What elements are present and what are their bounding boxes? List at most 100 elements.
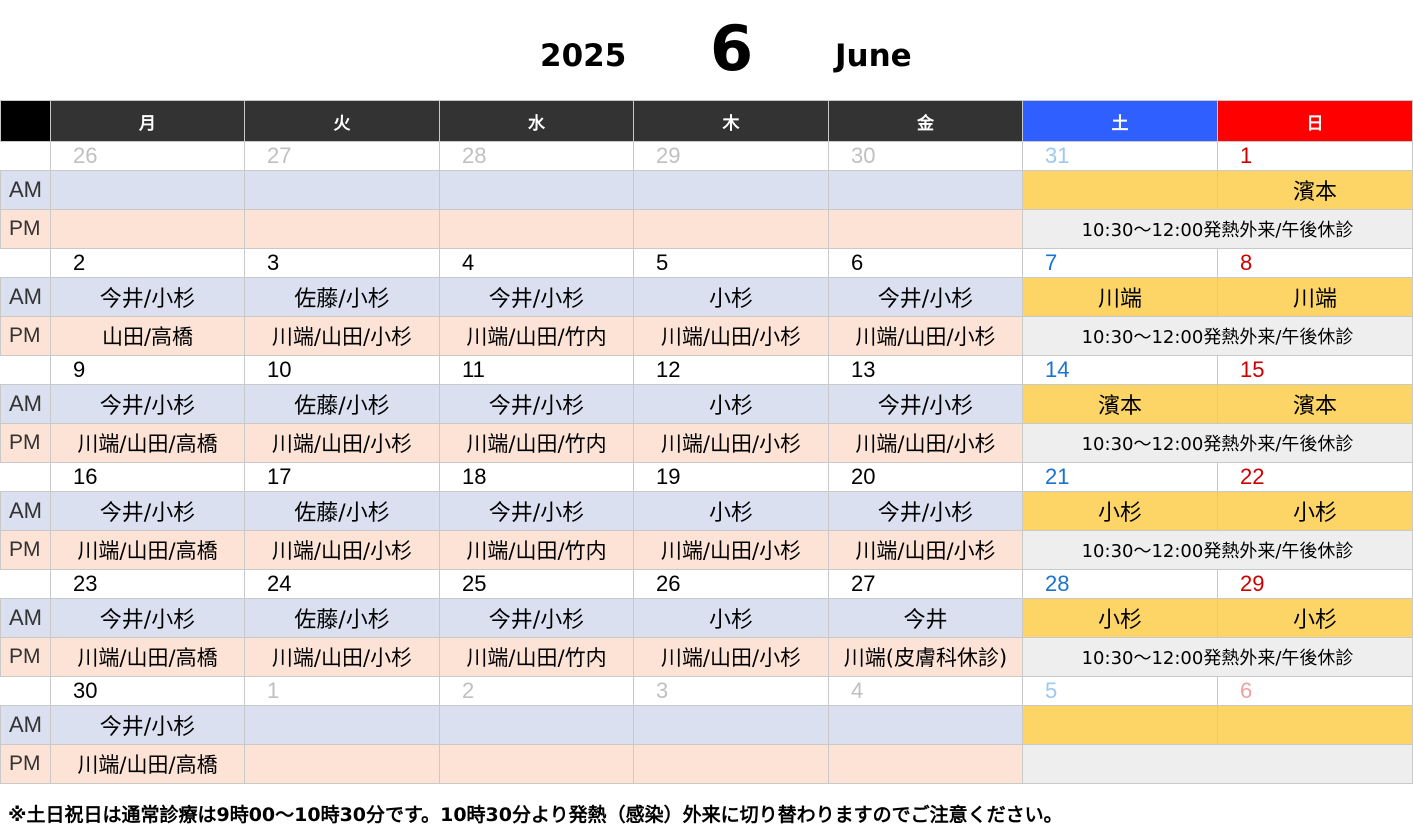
date-number: 21 <box>1022 462 1218 492</box>
pm-doctor-cell: 川端/山田/小杉 <box>828 423 1023 463</box>
am-doctor-cell: 佐藤/小杉 <box>244 491 440 531</box>
am-doctor-cell: 今井/小杉 <box>50 277 245 317</box>
pm-doctor-cell <box>828 209 1023 249</box>
date-number: 8 <box>1217 248 1413 278</box>
am-doctor-cell: 小杉 <box>633 598 829 638</box>
pm-label: PM <box>0 744 51 784</box>
weekend-pm-cell: 10:30～12:00発熱外来/午後休診 <box>1022 316 1413 356</box>
weekend-am-doctor-cell <box>1022 170 1218 210</box>
am-doctor-cell: 今井/小杉 <box>439 491 634 531</box>
schedule-calendar: 月 火 水 木 金 土 日 26 27 28 29 30 31 1 AM 濱本 PM 10:30～1… <box>0 100 1413 784</box>
date-number: 15 <box>1217 355 1413 385</box>
am-doctor-cell: 今井/小杉 <box>50 384 245 424</box>
pm-doctor-cell: 川端/山田/小杉 <box>244 637 440 677</box>
pm-doctor-cell: 川端/山田/小杉 <box>633 637 829 677</box>
weekend-pm-cell: 10:30～12:00発熱外来/午後休診 <box>1022 423 1413 463</box>
am-doctor-cell: 今井/小杉 <box>828 491 1023 531</box>
date-number: 29 <box>633 141 829 171</box>
weekend-am-doctor-cell: 小杉 <box>1022 598 1218 638</box>
am-row: AM 今井/小杉 佐藤/小杉 今井/小杉 小杉 今井/小杉 小杉 小杉 <box>0 491 1413 531</box>
month-name: June <box>835 38 912 74</box>
calendar-body: 26 27 28 29 30 31 1 AM 濱本 PM 10:30～12:00発熱外来/午後休診 2… <box>0 141 1413 784</box>
am-doctor-cell: 今井/小杉 <box>828 384 1023 424</box>
date-number: 19 <box>633 462 829 492</box>
pm-doctor-cell: 川端/山田/高橋 <box>50 637 245 677</box>
weekend-pm-cell: 10:30～12:00発熱外来/午後休診 <box>1022 637 1413 677</box>
am-doctor-cell: 今井/小杉 <box>439 598 634 638</box>
pm-row: PM 川端/山田/高橋 川端/山田/小杉 川端/山田/竹内 川端/山田/小杉 川端(皮膚科… <box>0 637 1413 677</box>
date-number: 23 <box>50 569 245 599</box>
footer-note: ※土日祝日は通常診療は9時00～10時30分です。10時30分より発熱（感染）外… <box>8 804 1063 826</box>
date-number: 25 <box>439 569 634 599</box>
am-doctor-cell: 今井/小杉 <box>50 598 245 638</box>
pm-doctor-cell: 山田/高橋 <box>50 316 245 356</box>
weekend-am-doctor-cell: 小杉 <box>1022 491 1218 531</box>
date-number: 2 <box>439 676 634 706</box>
weekend-am-doctor-cell: 川端 <box>1217 277 1413 317</box>
pm-doctor-cell: 川端/山田/小杉 <box>244 530 440 570</box>
date-number: 28 <box>1022 569 1218 599</box>
pm-doctor-cell: 川端/山田/小杉 <box>633 530 829 570</box>
date-number: 6 <box>1217 676 1413 706</box>
am-doctor-cell: 佐藤/小杉 <box>244 277 440 317</box>
weekend-am-doctor-cell <box>1022 705 1218 745</box>
am-doctor-cell: 今井 <box>828 598 1023 638</box>
am-label: AM <box>0 705 51 745</box>
weekend-pm-cell: 10:30～12:00発熱外来/午後休診 <box>1022 530 1413 570</box>
weekend-am-doctor-cell: 濱本 <box>1022 384 1218 424</box>
weekend-am-doctor-cell: 川端 <box>1022 277 1218 317</box>
pm-doctor-cell: 川端(皮膚科休診) <box>828 637 1023 677</box>
row-label-blank <box>0 569 51 599</box>
weekday-header: 金 <box>828 100 1023 142</box>
am-label: AM <box>0 277 51 317</box>
row-label-blank <box>0 462 51 492</box>
date-number: 10 <box>244 355 440 385</box>
weekend-pm-cell <box>1022 744 1413 784</box>
date-number: 20 <box>828 462 1023 492</box>
am-label: AM <box>0 170 51 210</box>
date-number: 2 <box>50 248 245 278</box>
date-number: 6 <box>828 248 1023 278</box>
pm-doctor-cell <box>828 744 1023 784</box>
pm-doctor-cell: 川端/山田/小杉 <box>633 316 829 356</box>
am-doctor-cell: 小杉 <box>633 384 829 424</box>
am-row: AM 今井/小杉 佐藤/小杉 今井/小杉 小杉 今井 小杉 小杉 <box>0 598 1413 638</box>
pm-doctor-cell <box>50 209 245 249</box>
pm-doctor-cell: 川端/山田/竹内 <box>439 530 634 570</box>
am-doctor-cell: 今井/小杉 <box>50 705 245 745</box>
date-number: 5 <box>1022 676 1218 706</box>
pm-row: PM 川端/山田/高橋 川端/山田/小杉 川端/山田/竹内 川端/山田/小杉 川端/山田/… <box>0 530 1413 570</box>
weekday-header: 火 <box>244 100 440 142</box>
am-row: AM 今井/小杉 <box>0 705 1413 745</box>
date-number: 26 <box>633 569 829 599</box>
date-number: 31 <box>1022 141 1218 171</box>
pm-row: PM 山田/高橋 川端/山田/小杉 川端/山田/竹内 川端/山田/小杉 川端/山田/小杉 1… <box>0 316 1413 356</box>
pm-doctor-cell: 川端/山田/竹内 <box>439 423 634 463</box>
am-row: AM 今井/小杉 佐藤/小杉 今井/小杉 小杉 今井/小杉 川端 川端 <box>0 277 1413 317</box>
pm-doctor-cell <box>633 209 829 249</box>
date-row: 26 27 28 29 30 31 1 <box>0 141 1413 171</box>
date-number: 29 <box>1217 569 1413 599</box>
date-number: 30 <box>50 676 245 706</box>
pm-doctor-cell: 川端/山田/高橋 <box>50 530 245 570</box>
date-number: 1 <box>244 676 440 706</box>
date-number: 9 <box>50 355 245 385</box>
date-number: 4 <box>439 248 634 278</box>
calendar-title: 2025 6 June <box>0 0 1413 100</box>
am-doctor-cell: 今井/小杉 <box>50 491 245 531</box>
weekday-header-saturday: 土 <box>1022 100 1218 142</box>
pm-doctor-cell <box>439 744 634 784</box>
am-doctor-cell <box>633 705 829 745</box>
am-doctor-cell <box>828 705 1023 745</box>
weekday-header: 水 <box>439 100 634 142</box>
date-row: 23 24 25 26 27 28 29 <box>0 569 1413 599</box>
pm-label: PM <box>0 530 51 570</box>
am-doctor-cell <box>439 705 634 745</box>
date-number: 28 <box>439 141 634 171</box>
pm-doctor-cell: 川端/山田/小杉 <box>828 316 1023 356</box>
pm-doctor-cell: 川端/山田/小杉 <box>244 423 440 463</box>
date-number: 14 <box>1022 355 1218 385</box>
date-row: 16 17 18 19 20 21 22 <box>0 462 1413 492</box>
am-doctor-cell: 小杉 <box>633 491 829 531</box>
